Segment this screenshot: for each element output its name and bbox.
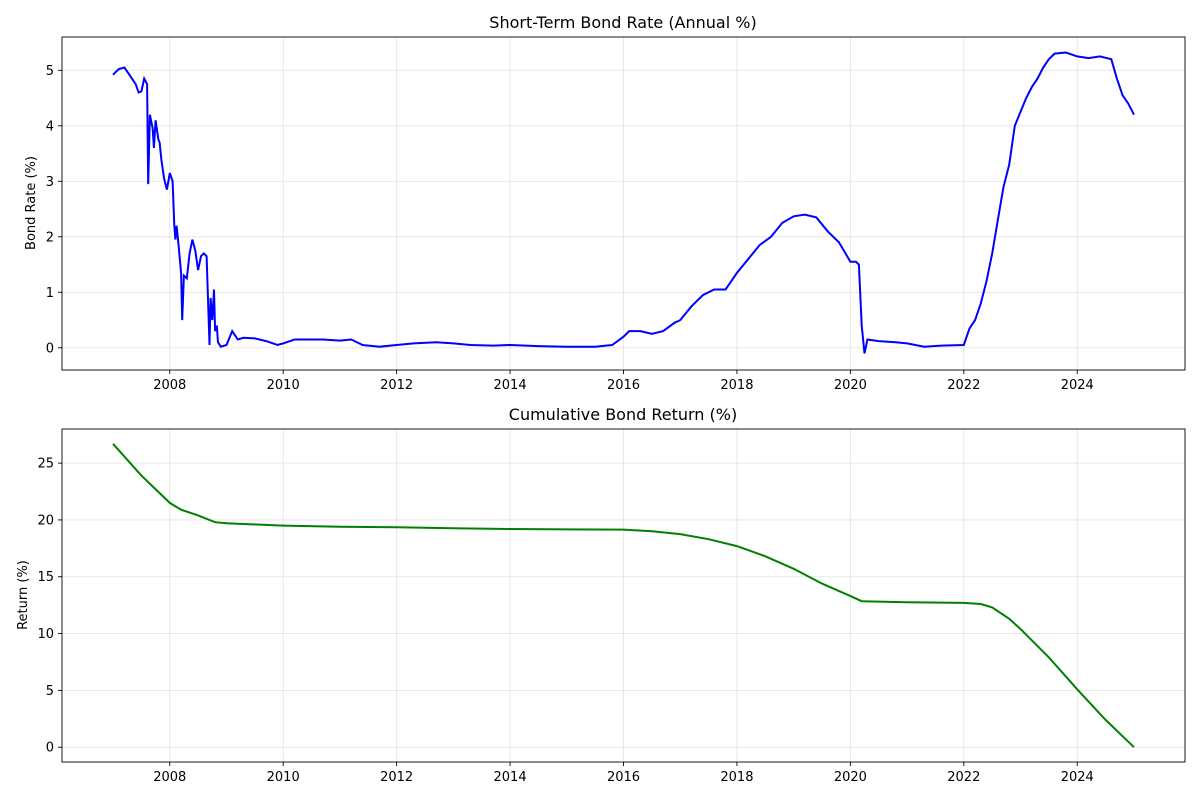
x-tick-label: 2008	[153, 378, 186, 393]
axis-ticks: 2008 2010 2012 2014 2016 2018 2020 2022 2024 0 1 2 3…	[46, 64, 1094, 393]
plot-frame	[61, 428, 1186, 763]
x-tick-label: 2010	[267, 378, 300, 393]
x-tick-label: 2008	[153, 770, 186, 785]
grid	[62, 429, 1185, 762]
bond-rate-chart: Short-Term Bond Rate (Annual %) Bond Rat…	[24, 13, 1186, 393]
x-tick-label: 2016	[607, 770, 640, 785]
y-axis-label: Bond Rate (%)	[24, 156, 39, 250]
y-tick-label: 0	[46, 341, 54, 356]
x-tick-label: 2014	[494, 770, 527, 785]
y-tick-label: 15	[37, 570, 54, 585]
x-tick-label: 2018	[720, 378, 753, 393]
x-tick-label: 2012	[380, 378, 413, 393]
y-tick-label: 3	[46, 175, 54, 190]
grid	[62, 37, 1185, 370]
plot-frame	[61, 36, 1186, 371]
y-tick-label: 2	[46, 230, 54, 245]
y-tick-label: 0	[46, 741, 54, 756]
y-tick-label: 1	[46, 286, 54, 301]
x-tick-label: 2016	[607, 378, 640, 393]
x-tick-label: 2024	[1061, 378, 1094, 393]
y-axis-label: Return (%)	[16, 560, 31, 630]
x-tick-label: 2014	[494, 378, 527, 393]
cumulative-return-chart: Cumulative Bond Return (%) Return (%) 20…	[16, 405, 1186, 785]
y-tick-label: 5	[46, 684, 54, 699]
series-line	[112, 443, 1135, 748]
x-tick-label: 2010	[267, 770, 300, 785]
y-tick-label: 10	[37, 627, 54, 642]
x-tick-label: 2022	[947, 770, 980, 785]
y-tick-label: 5	[46, 64, 54, 79]
chart-title: Cumulative Bond Return (%)	[509, 405, 737, 424]
y-tick-label: 4	[46, 119, 54, 134]
series-line	[112, 51, 1135, 354]
x-tick-label: 2024	[1061, 770, 1094, 785]
x-tick-label: 2012	[380, 770, 413, 785]
x-tick-label: 2022	[947, 378, 980, 393]
x-tick-label: 2018	[720, 770, 753, 785]
y-tick-label: 25	[37, 457, 54, 472]
x-tick-label: 2020	[834, 378, 867, 393]
axis-ticks: 2008 2010 2012 2014 2016 2018 2020 2022 2024 0 5 10…	[37, 457, 1093, 785]
chart-title: Short-Term Bond Rate (Annual %)	[489, 13, 756, 32]
y-tick-label: 20	[37, 513, 54, 528]
x-tick-label: 2020	[834, 770, 867, 785]
